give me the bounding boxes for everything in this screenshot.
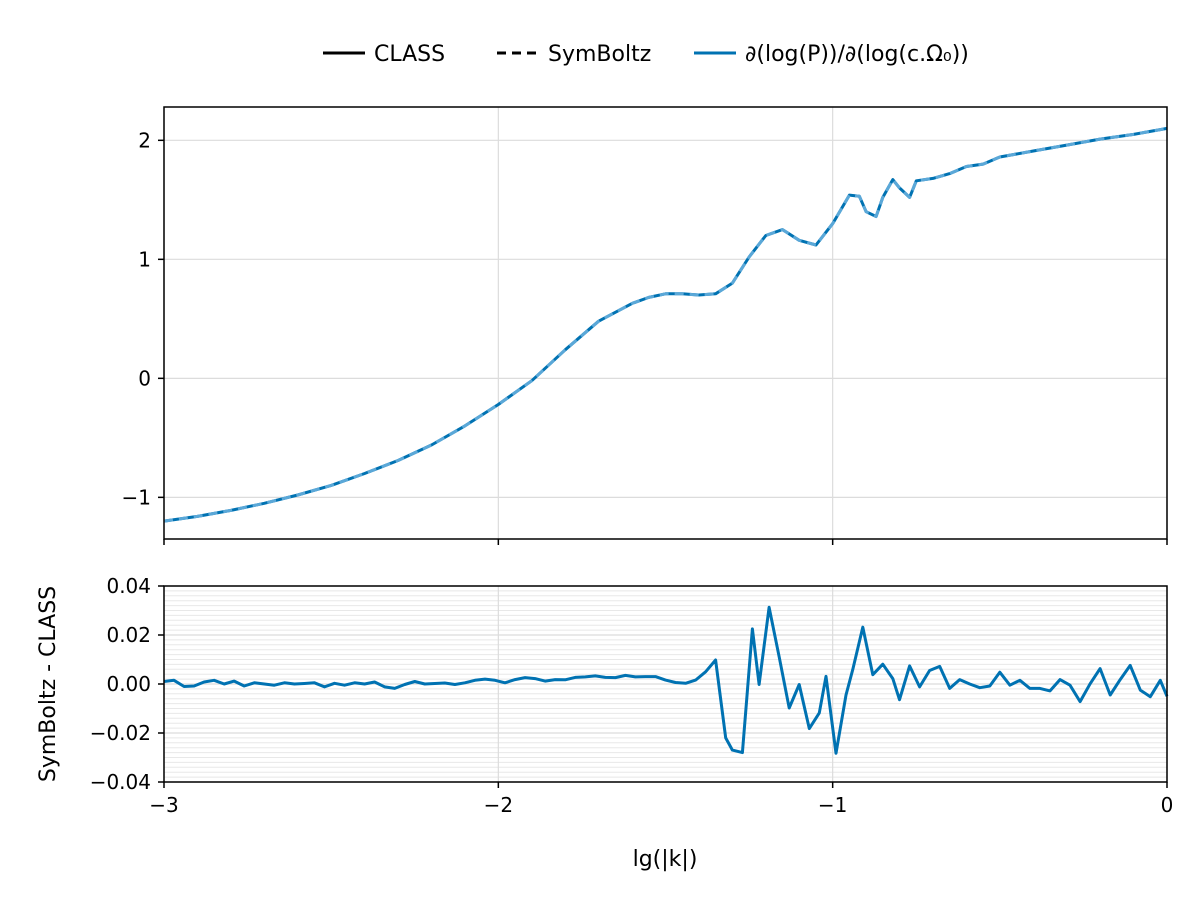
top-series bbox=[163, 126, 1168, 523]
bottom-y-tick-label: 0.02 bbox=[106, 623, 151, 647]
bottom-y-tick-label: 0.00 bbox=[106, 672, 151, 696]
legend: CLASS SymBoltz ∂(log(P))/∂(log(c.Ω₀)) bbox=[323, 42, 969, 67]
bottom-x-tick-label: 0 bbox=[1161, 793, 1174, 817]
top-panel: −1 0 1 2 bbox=[122, 106, 1168, 545]
top-frame bbox=[163, 106, 1168, 540]
bottom-x-tick-label: −1 bbox=[818, 793, 847, 817]
bottom-x-tick-label: −2 bbox=[484, 793, 513, 817]
legend-derivative-label: ∂(log(P))/∂(log(c.Ω₀)) bbox=[745, 42, 969, 67]
top-y-tick-label: 2 bbox=[138, 128, 151, 152]
bottom-y-tick-label: −0.04 bbox=[90, 770, 151, 794]
legend-symboltz-label: SymBoltz bbox=[548, 42, 651, 67]
class-line bbox=[163, 126, 1168, 523]
bottom-panel: −3 −2 −1 0 −0.04 −0.02 0.00 0.02 0.04 bbox=[90, 574, 1174, 817]
difference-line bbox=[163, 605, 1169, 755]
top-ticks: −1 0 1 2 bbox=[122, 128, 1168, 545]
bottom-y-tick-label: 0.04 bbox=[106, 574, 151, 598]
bottom-grid bbox=[163, 585, 1168, 783]
x-axis-label: lg(|k|) bbox=[633, 847, 698, 872]
legend-class-label: CLASS bbox=[374, 42, 445, 67]
bottom-x-tick-label: −3 bbox=[149, 793, 178, 817]
top-y-tick-label: 0 bbox=[138, 366, 151, 390]
top-y-tick-label: 1 bbox=[138, 247, 151, 271]
bottom-y-tick-label: −0.02 bbox=[90, 721, 151, 745]
symboltz-line bbox=[163, 126, 1168, 523]
top-grid bbox=[163, 107, 1168, 539]
top-y-tick-label: −1 bbox=[122, 485, 151, 509]
bottom-series bbox=[163, 605, 1169, 755]
bottom-ticks: −3 −2 −1 0 −0.04 −0.02 0.00 0.02 0.04 bbox=[90, 574, 1174, 817]
y-axis-label: SymBoltz - CLASS bbox=[36, 586, 61, 782]
